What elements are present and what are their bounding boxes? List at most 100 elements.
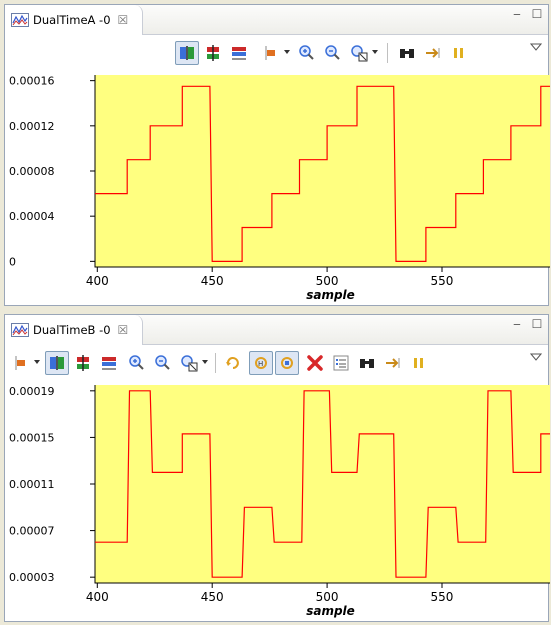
axis-line <box>94 75 550 268</box>
axis-marker-button[interactable] <box>9 351 33 375</box>
sync-both-button[interactable] <box>275 351 299 375</box>
svg-text:H: H <box>258 360 263 368</box>
toolbar-separator <box>387 43 388 63</box>
refresh-button[interactable] <box>221 351 245 375</box>
y-tick-label: 0.00012 <box>9 120 55 133</box>
waveform-chart-icon <box>11 13 29 27</box>
pause-button[interactable] <box>407 351 431 375</box>
chart-area: 0.00003 0.00007 0.00011 0.00015 0.00019 400 45… <box>5 381 550 621</box>
zoom-in-icon <box>299 45 314 60</box>
x-axis-label: sample <box>306 604 355 618</box>
horizontal-layout-button[interactable] <box>175 41 199 65</box>
vertical-split-button[interactable] <box>71 351 95 375</box>
horizontal-layout-button[interactable] <box>45 351 69 375</box>
y-tick-label: 0.00019 <box>9 385 55 398</box>
tab-dualtime-b[interactable]: DualTimeB -0 ☒ <box>5 315 143 345</box>
sync-both-icon <box>281 357 293 369</box>
histogram-view-button[interactable] <box>97 351 121 375</box>
pause-button[interactable] <box>447 41 471 65</box>
waveform-chart-icon <box>11 323 29 337</box>
x-tick-label: 450 <box>201 274 224 288</box>
zoom-in-button[interactable] <box>125 351 149 375</box>
x-tick-label: 500 <box>316 274 339 288</box>
step-forward-icon <box>426 48 440 58</box>
chart-toolbar: H <box>5 345 548 381</box>
view-tab-bar: DualTimeA -0 ☒ ‒ ☐ <box>5 5 548 35</box>
axis-line <box>94 385 550 584</box>
zoom-fit-button[interactable] <box>177 351 201 375</box>
zoom-out-icon <box>325 45 340 60</box>
delete-button[interactable] <box>303 351 327 375</box>
dualtime-b-view: DualTimeB -0 ☒ ‒ ☐ <box>4 314 550 622</box>
vertical-split-icon <box>207 45 219 61</box>
tab-title: DualTimeA -0 <box>33 13 111 27</box>
zoom-fit-button[interactable] <box>347 41 371 65</box>
time-series-chart: 0 0.00004 0.00008 0.00012 0.00016 400 450 500 55… <box>9 75 550 302</box>
y-tick-label: 0.00003 <box>9 571 55 584</box>
tab-title: DualTimeB -0 <box>33 323 111 337</box>
chevron-down-icon[interactable] <box>201 357 209 367</box>
refresh-icon <box>226 357 239 369</box>
list-properties-icon <box>333 355 349 371</box>
pause-icon <box>414 358 423 368</box>
vertical-split-icon <box>77 355 89 371</box>
axis-marker-button[interactable] <box>259 41 283 65</box>
time-series-chart: 0.00003 0.00007 0.00011 0.00015 0.00019 400 45… <box>9 385 550 618</box>
binoculars-find-icon <box>360 359 374 368</box>
y-tick-label: 0.00004 <box>9 210 55 223</box>
series-line <box>95 85 550 262</box>
histogram-view-button[interactable] <box>227 41 251 65</box>
y-tick-label: 0.00016 <box>9 75 55 88</box>
y-tick-label: 0.00007 <box>9 525 55 538</box>
step-forward-button[interactable] <box>381 351 405 375</box>
x-tick-label: 400 <box>86 274 109 288</box>
x-tick-label: 450 <box>201 590 224 604</box>
view-menu-icon[interactable] <box>530 41 542 53</box>
properties-button[interactable] <box>329 351 353 375</box>
binoculars-find-icon <box>400 49 414 58</box>
x-tick-label: 550 <box>431 274 454 288</box>
minimize-icon[interactable]: ‒ <box>513 7 521 21</box>
zoom-in-icon <box>129 355 144 370</box>
find-button[interactable] <box>355 351 379 375</box>
chevron-down-icon[interactable] <box>33 357 41 367</box>
axis-marker-icon <box>15 356 25 370</box>
zoom-fit-icon <box>351 45 368 62</box>
zoom-fit-icon <box>181 355 198 372</box>
maximize-icon[interactable]: ☐ <box>531 7 543 21</box>
horizontal-layout-icon <box>180 46 194 60</box>
pause-icon <box>454 48 463 58</box>
histogram-view-icon <box>102 357 116 370</box>
histogram-view-icon <box>232 47 246 60</box>
view-tab-bar: DualTimeB -0 ☒ ‒ ☐ <box>5 315 548 345</box>
chevron-down-icon[interactable] <box>283 47 291 57</box>
zoom-out-button[interactable] <box>151 351 175 375</box>
x-tick-label: 400 <box>86 590 109 604</box>
plot-background <box>95 75 550 267</box>
toolbar-separator <box>215 353 216 373</box>
close-icon[interactable]: ☒ <box>117 13 129 27</box>
step-forward-icon <box>386 358 400 368</box>
y-tick-label: 0.00011 <box>9 478 55 491</box>
vertical-split-button[interactable] <box>201 41 225 65</box>
chevron-down-icon[interactable] <box>371 47 379 57</box>
axis-marker-icon <box>265 46 275 60</box>
chart-area: 0 0.00004 0.00008 0.00012 0.00016 400 450 500 55… <box>5 71 550 305</box>
minimize-icon[interactable]: ‒ <box>513 317 521 331</box>
y-tick-label: 0.00008 <box>9 165 55 178</box>
zoom-in-button[interactable] <box>295 41 319 65</box>
chart-toolbar <box>5 35 548 71</box>
delete-red-x-icon <box>307 355 323 371</box>
maximize-icon[interactable]: ☐ <box>531 317 543 331</box>
y-tick-label: 0 <box>9 255 16 268</box>
series-line <box>95 390 550 578</box>
find-button[interactable] <box>395 41 419 65</box>
close-icon[interactable]: ☒ <box>117 323 129 337</box>
x-axis-label: sample <box>306 288 355 302</box>
step-forward-button[interactable] <box>421 41 445 65</box>
horizontal-layout-icon <box>50 356 64 370</box>
sync-horizontal-button[interactable]: H <box>249 351 273 375</box>
tab-dualtime-a[interactable]: DualTimeA -0 ☒ <box>5 5 143 35</box>
zoom-out-button[interactable] <box>321 41 345 65</box>
view-menu-icon[interactable] <box>530 351 542 363</box>
